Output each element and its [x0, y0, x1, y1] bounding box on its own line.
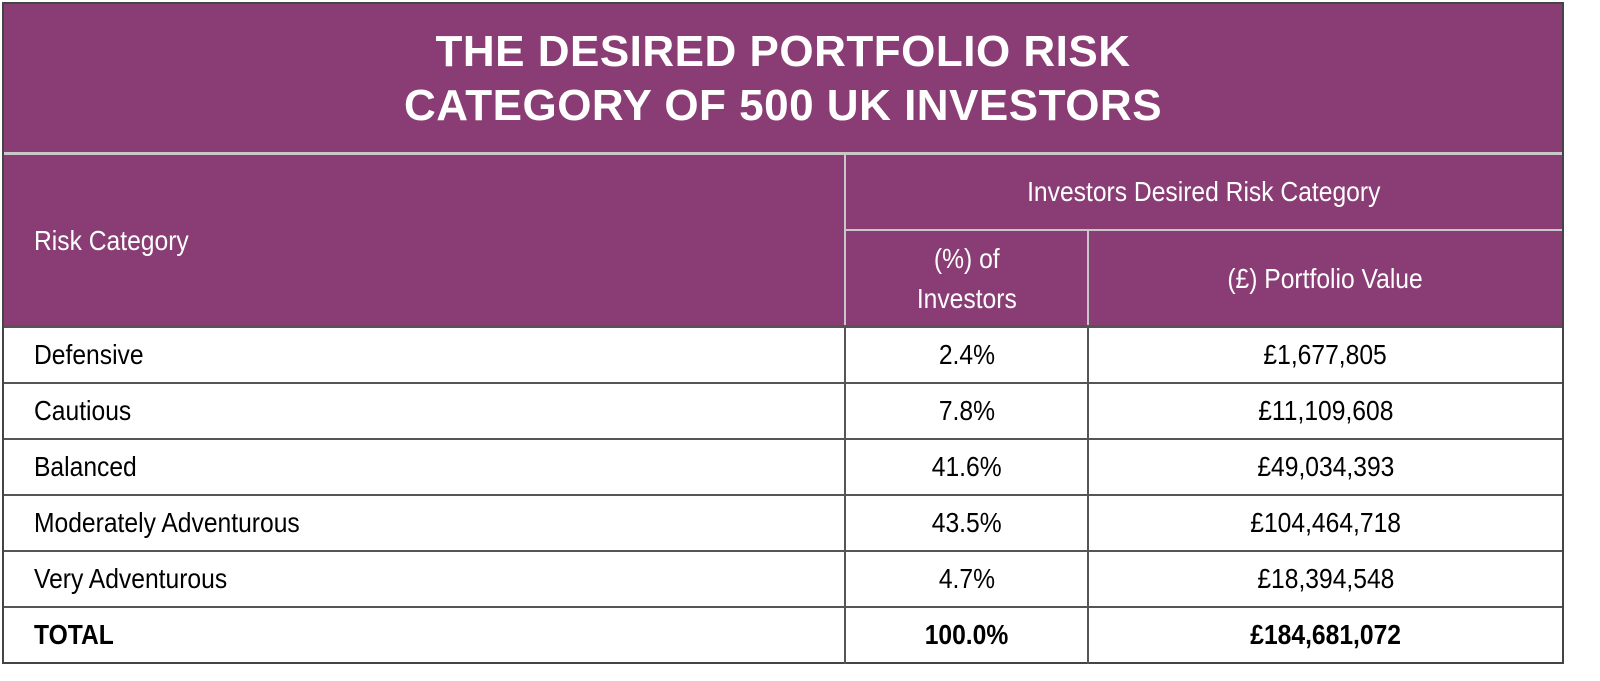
row-category: Defensive	[34, 339, 144, 370]
row-pct: 2.4%	[938, 339, 995, 370]
row-value: £49,034,393	[1256, 451, 1395, 482]
row-pct: 41.6%	[931, 451, 1002, 482]
row-pct: 4.7%	[938, 563, 995, 594]
header-group: Investors Desired Risk Category	[1027, 176, 1381, 207]
row-value: £11,109,608	[1257, 395, 1394, 426]
header-divider	[1087, 231, 1089, 327]
row-divider	[4, 606, 1562, 608]
row-category: Very Adventurous	[34, 563, 228, 594]
title-divider	[4, 152, 1562, 155]
row-category: Moderately Adventurous	[34, 507, 300, 538]
row-pct: 7.8%	[938, 395, 995, 426]
header-divider	[844, 155, 846, 327]
row-value: £184,681,072	[1250, 619, 1401, 650]
row-value: £1,677,805	[1263, 339, 1388, 370]
row-value: £104,464,718	[1250, 507, 1401, 538]
row-divider	[4, 325, 1562, 328]
title-line-1: THE DESIRED PORTFOLIO RISK	[435, 27, 1131, 76]
header-pct-investors: (%) of Investors	[916, 243, 1017, 314]
row-divider	[4, 550, 1562, 552]
risk-category-table: THE DESIRED PORTFOLIO RISK CATEGORY OF 50…	[2, 2, 1564, 664]
table-title: THE DESIRED PORTFOLIO RISK CATEGORY OF 50…	[4, 4, 1562, 154]
row-divider	[4, 382, 1562, 384]
row-pct: 100.0%	[924, 619, 1009, 650]
total-label: TOTAL	[34, 619, 114, 650]
row-category: Cautious	[34, 395, 132, 426]
column-divider	[844, 327, 846, 664]
row-divider	[4, 438, 1562, 440]
row-value: £18,394,548	[1256, 563, 1395, 594]
column-divider	[1087, 327, 1089, 664]
header-portfolio-value: (£) Portfolio Value	[1227, 263, 1424, 294]
row-divider	[4, 494, 1562, 496]
header-divider	[846, 229, 1562, 231]
row-pct: 43.5%	[931, 507, 1002, 538]
header-risk-category: Risk Category	[34, 225, 189, 256]
row-category: Balanced	[34, 451, 137, 482]
title-line-2: CATEGORY OF 500 UK INVESTORS	[403, 81, 1163, 130]
header-band	[4, 155, 1562, 327]
